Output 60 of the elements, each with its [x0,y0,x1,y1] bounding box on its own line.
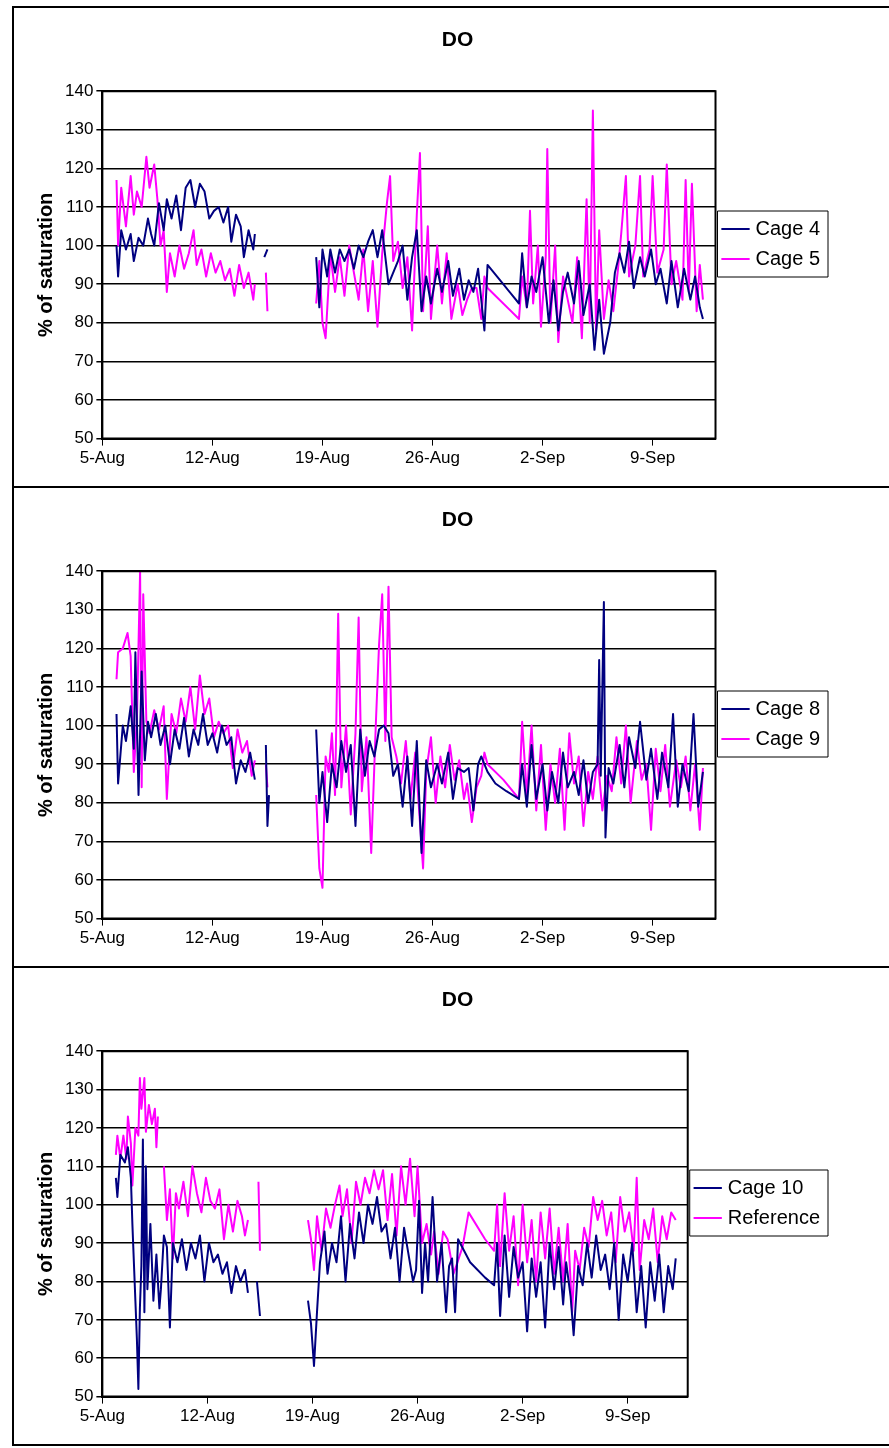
x-tick-label: 12-Aug [185,928,240,948]
chart-title: DO [441,27,474,51]
x-tick-label: 5-Aug [79,928,126,948]
x-tick-label: 5-Aug [79,1406,126,1426]
legend-label: Cage 4 [755,216,821,239]
y-tick-label: 60 [74,869,94,889]
y-tick-label: 70 [74,351,94,371]
y-tick-label: 110 [66,676,94,696]
y-tick-label: 60 [74,1347,94,1367]
y-tick-label: 90 [74,1232,94,1252]
x-tick-label: 26-Aug [405,928,460,948]
y-tick-label: 130 [64,1079,94,1099]
x-tick-label: 2-Sep [519,928,566,948]
y-tick-label: 50 [74,1386,94,1406]
y-tick-label: 120 [64,1117,94,1137]
legend-label: Cage 8 [755,696,821,719]
y-tick-label: 140 [64,80,94,100]
x-tick-label: 2-Sep [499,1406,546,1426]
chart-title: DO [441,987,474,1011]
y-tick-label: 140 [64,1040,94,1060]
x-tick-label: 9-Sep [629,448,676,468]
y-tick-label: 80 [74,312,94,332]
x-tick-label: 26-Aug [390,1406,445,1426]
y-axis-title: % of saturation [33,192,56,338]
x-tick-label: 19-Aug [295,928,350,948]
x-tick-label: 2-Sep [519,448,566,468]
y-tick-label: 60 [74,389,94,409]
chart-title: DO [441,507,474,531]
y-tick-label: 90 [74,753,94,773]
y-tick-label: 80 [74,792,94,812]
y-tick-label: 140 [64,560,94,580]
y-tick-label: 120 [64,158,94,178]
y-tick-label: 70 [74,831,94,851]
y-tick-label: 110 [66,196,94,216]
legend-label: Cage 10 [727,1175,804,1198]
y-tick-label: 100 [64,1194,94,1214]
y-tick-label: 100 [64,715,94,735]
y-tick-label: 70 [74,1309,94,1329]
x-tick-label: 26-Aug [405,448,460,468]
legend-label: Reference [727,1205,821,1228]
y-tick-label: 130 [64,599,94,619]
legend-label: Cage 5 [755,246,821,269]
x-tick-label: 5-Aug [79,448,126,468]
x-tick-label: 19-Aug [285,1406,340,1426]
y-tick-label: 50 [74,428,94,448]
y-tick-label: 80 [74,1271,94,1291]
x-tick-label: 19-Aug [295,448,350,468]
y-tick-label: 50 [74,908,94,928]
y-tick-label: 110 [66,1156,94,1176]
x-tick-label: 9-Sep [629,928,676,948]
y-tick-label: 90 [74,273,94,293]
x-tick-label: 12-Aug [185,448,240,468]
y-axis-title: % of saturation [33,1151,56,1297]
y-tick-label: 120 [64,638,94,658]
x-tick-label: 9-Sep [605,1406,651,1426]
y-tick-label: 130 [64,119,94,139]
legend-label: Cage 9 [755,726,821,749]
y-axis-title: % of saturation [33,672,56,818]
x-tick-label: 12-Aug [180,1406,235,1426]
y-tick-label: 100 [64,235,94,255]
